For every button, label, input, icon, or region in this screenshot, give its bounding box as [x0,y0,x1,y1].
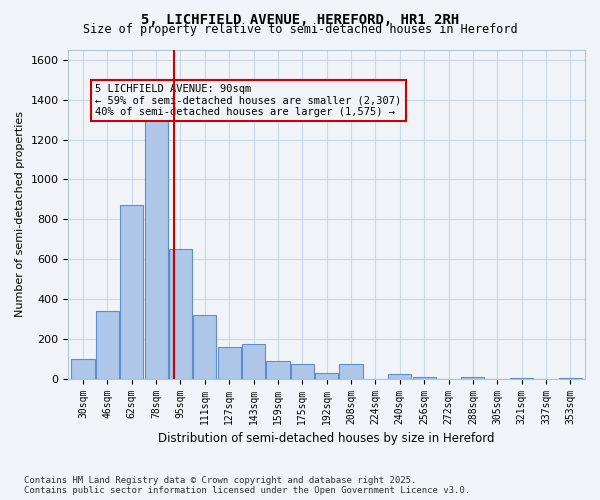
Bar [291,364,314,378]
Bar [169,249,192,378]
Bar [461,376,484,378]
Bar [388,374,412,378]
Bar [71,359,95,378]
Text: Contains HM Land Registry data © Crown copyright and database right 2025.
Contai: Contains HM Land Registry data © Crown c… [24,476,470,495]
Text: 5 LICHFIELD AVENUE: 90sqm
← 59% of semi-detached houses are smaller (2,307)
40% : 5 LICHFIELD AVENUE: 90sqm ← 59% of semi-… [95,84,401,117]
Bar [120,206,143,378]
X-axis label: Distribution of semi-detached houses by size in Hereford: Distribution of semi-detached houses by … [158,432,495,445]
Y-axis label: Number of semi-detached properties: Number of semi-detached properties [15,112,25,318]
Text: Size of property relative to semi-detached houses in Hereford: Size of property relative to semi-detach… [83,22,517,36]
Bar [145,120,168,378]
Bar [315,372,338,378]
Bar [413,376,436,378]
Bar [340,364,362,378]
Bar [266,361,290,378]
Bar [96,311,119,378]
Bar [218,347,241,378]
Text: 5, LICHFIELD AVENUE, HEREFORD, HR1 2RH: 5, LICHFIELD AVENUE, HEREFORD, HR1 2RH [141,12,459,26]
Bar [193,315,217,378]
Bar [242,344,265,378]
